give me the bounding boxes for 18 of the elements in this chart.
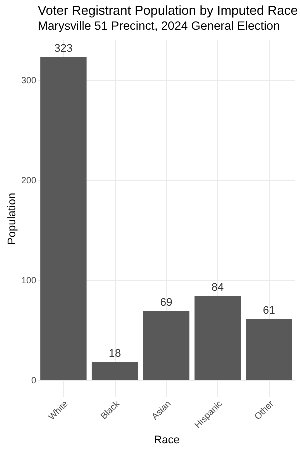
data-label: 18: [108, 348, 122, 360]
data-label: 323: [54, 43, 73, 55]
chart-subtitle: Marysville 51 Precinct, 2024 General Election: [38, 19, 280, 33]
bar: [92, 362, 138, 380]
chart-title: Voter Registrant Population by Imputed Race: [38, 3, 298, 18]
y-tick-label: 0: [31, 376, 36, 386]
x-axis-title: Race: [154, 434, 180, 446]
y-tick-label: 200: [21, 176, 36, 186]
bar: [143, 311, 190, 380]
bar: [40, 57, 87, 380]
y-tick-label: 100: [21, 276, 36, 286]
data-label: 69: [160, 297, 173, 309]
y-axis-title: Population: [6, 193, 18, 245]
bar: [194, 296, 242, 380]
bar: [246, 319, 292, 380]
data-label: 84: [212, 282, 224, 294]
y-tick-label: 300: [21, 76, 36, 86]
data-label: 61: [263, 305, 276, 317]
